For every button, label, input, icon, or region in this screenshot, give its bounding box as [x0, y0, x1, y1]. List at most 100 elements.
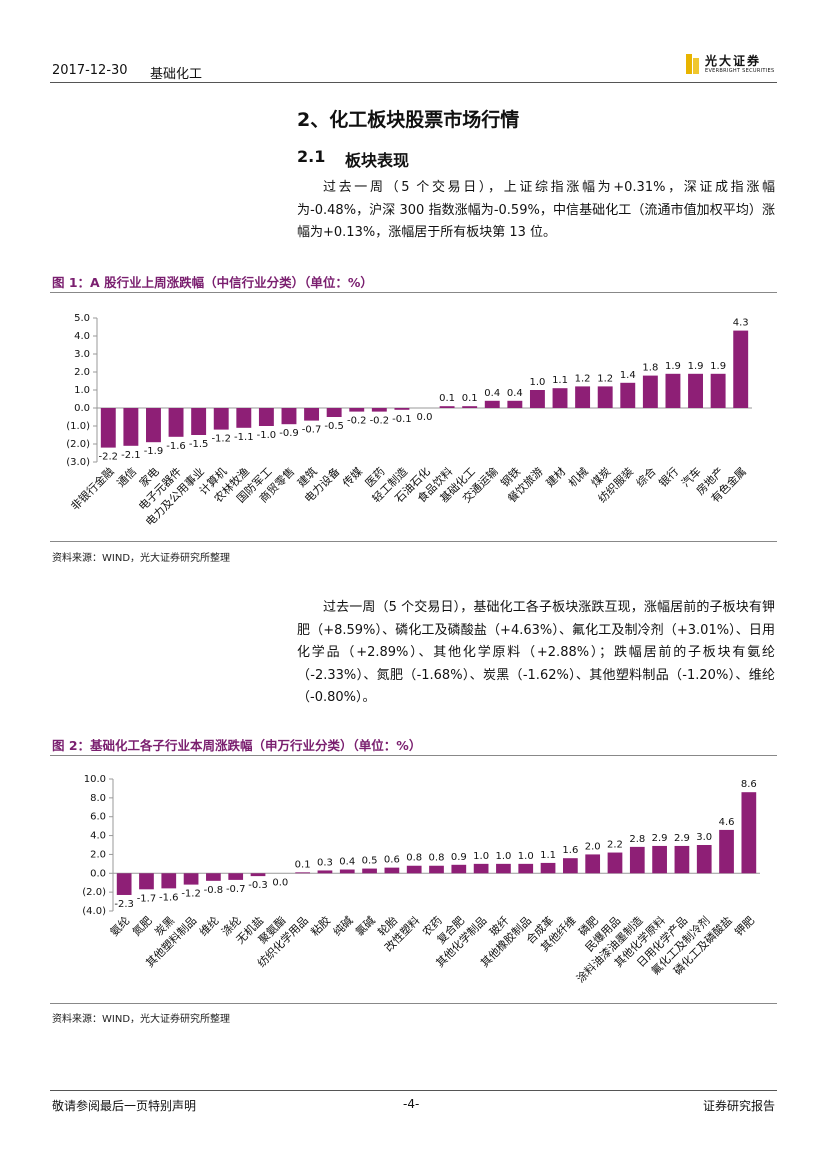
header-sector: 基础化工: [150, 67, 203, 82]
header-rule: [50, 82, 777, 83]
bar: [552, 388, 568, 408]
value-label: -0.2: [370, 416, 390, 427]
value-label: -1.0: [257, 430, 277, 441]
bar: [496, 863, 511, 874]
value-label: -0.1: [392, 414, 412, 425]
caption-rule: [50, 292, 777, 293]
bar: [719, 829, 734, 874]
value-label: 1.1: [552, 375, 568, 386]
value-label: -1.5: [189, 439, 209, 450]
bar: [281, 408, 297, 425]
y-tick-label: 6.0: [90, 812, 106, 823]
bar: [484, 400, 500, 408]
figure-caption: 图 1：A 股行业上周涨跌幅（中信行业分类）（单位：%）: [52, 275, 373, 290]
bar: [439, 406, 455, 408]
bar: [529, 390, 545, 408]
bar: [518, 863, 534, 874]
bar: [213, 408, 229, 430]
y-tick-label: 2.0: [74, 367, 90, 378]
bar: [562, 858, 578, 874]
bar: [161, 873, 177, 889]
x-tick-label: 维纶: [196, 913, 221, 938]
bar: [295, 872, 311, 874]
value-label: 1.2: [597, 373, 613, 384]
value-label: -0.2: [347, 416, 367, 427]
y-tick-label: 4.0: [74, 331, 90, 342]
x-tick-label: 建材: [543, 464, 568, 489]
bar: [710, 373, 726, 408]
value-label: 4.6: [719, 817, 735, 828]
value-label: 0.6: [384, 855, 400, 866]
value-label: 1.9: [688, 361, 704, 372]
x-tick-label: 粘胶: [308, 913, 333, 938]
value-label: 1.0: [473, 851, 489, 862]
bar: [362, 868, 377, 874]
value-label: -1.1: [234, 432, 254, 443]
bar: [183, 873, 199, 885]
bar: [462, 406, 478, 408]
footer-left: 敬请参阅最后一页特别声明: [52, 1099, 197, 1113]
bar: [688, 373, 703, 408]
bar: [326, 408, 342, 417]
y-tick-label: 5.0: [74, 313, 90, 324]
bar: [146, 408, 161, 443]
value-label: 0.8: [429, 853, 445, 864]
figure-source: 资料来源：WIND，光大证券研究所整理: [52, 1014, 231, 1025]
y-tick-label: 1.0: [74, 385, 90, 396]
value-label: -1.7: [137, 893, 157, 904]
bar: [733, 330, 749, 408]
value-label: 0.4: [484, 388, 500, 399]
value-label: 0.1: [462, 393, 478, 404]
value-label: 1.6: [562, 845, 578, 856]
bar: [540, 862, 556, 874]
bar: [304, 408, 320, 421]
value-label: 2.2: [607, 840, 623, 851]
bar: [191, 408, 207, 435]
value-label: 0.4: [507, 388, 523, 399]
x-tick-label: 传媒: [340, 465, 365, 490]
value-label: -0.8: [204, 885, 224, 896]
value-label: -0.5: [324, 421, 344, 432]
value-label: 4.3: [733, 318, 749, 329]
value-label: 2.8: [629, 834, 645, 845]
value-label: 1.2: [575, 373, 591, 384]
y-tick-label: 0.0: [74, 403, 90, 414]
y-tick-label: 10.0: [84, 774, 106, 785]
value-label: -2.1: [121, 450, 141, 461]
bar: [168, 408, 184, 437]
value-label: -0.7: [226, 884, 246, 895]
y-tick-label: 3.0: [74, 349, 90, 360]
bar: [585, 854, 601, 874]
paragraph: 过去一周（5 个交易日），上证综指涨幅为+0.31%，深证成指涨幅为-0.48%…: [297, 180, 775, 240]
source-rule: [50, 1003, 777, 1004]
value-label: 2.9: [652, 833, 668, 844]
value-label: -2.2: [99, 452, 119, 463]
value-label: 0.4: [339, 857, 355, 868]
bar: [116, 873, 132, 895]
value-label: -2.3: [114, 899, 134, 910]
source-rule: [50, 541, 777, 542]
bar: [652, 845, 667, 874]
logo-text: 光大证券: [705, 54, 762, 68]
value-label: 0.0: [417, 412, 433, 423]
bar: [339, 869, 355, 874]
caption-rule: [50, 755, 777, 756]
figure-source: 资料来源：WIND，光大证券研究所整理: [52, 553, 231, 564]
y-tick-label: (3.0): [66, 457, 90, 468]
bar: [139, 873, 154, 890]
value-label: 0.0: [272, 877, 288, 888]
figure-caption: 图 2：基础化工各子行业本周涨跌幅（申万行业分类）（单位：%）: [52, 738, 422, 753]
footer-rule: [50, 1090, 777, 1091]
bar: [620, 382, 636, 408]
value-label: 0.9: [451, 852, 467, 863]
y-tick-label: (4.0): [82, 906, 106, 917]
y-tick-label: (1.0): [66, 421, 90, 432]
bar: [451, 864, 467, 874]
footer-page: -4-: [403, 1097, 420, 1111]
value-label: -0.3: [248, 880, 268, 891]
value-label: 2.0: [585, 841, 601, 852]
bar: [607, 852, 623, 874]
subheading: 板块表现: [345, 151, 410, 170]
